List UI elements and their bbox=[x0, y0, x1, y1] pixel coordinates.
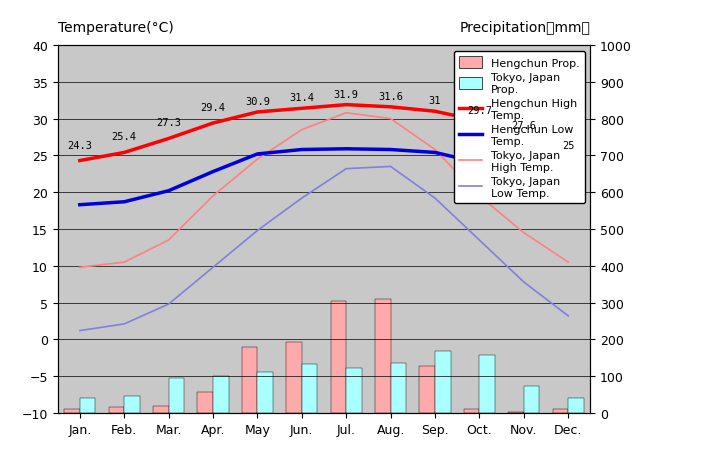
Text: Temperature(°C): Temperature(°C) bbox=[58, 21, 174, 35]
Bar bbox=[390, 364, 406, 413]
Legend: Hengchun Prop., Tokyo, Japan
Prop., Hengchun High
Temp., Hengchun Low
Temp., Tok: Hengchun Prop., Tokyo, Japan Prop., Heng… bbox=[454, 51, 585, 204]
Bar bbox=[197, 392, 213, 413]
Bar bbox=[168, 379, 184, 413]
Text: 25: 25 bbox=[562, 140, 575, 150]
Bar bbox=[464, 409, 480, 413]
Text: 29.4: 29.4 bbox=[200, 103, 225, 113]
Text: 31.6: 31.6 bbox=[378, 92, 403, 102]
Text: 29.7: 29.7 bbox=[467, 106, 492, 116]
Bar bbox=[553, 409, 568, 413]
Bar bbox=[480, 355, 495, 413]
Text: 31.4: 31.4 bbox=[289, 93, 315, 103]
Text: 25.4: 25.4 bbox=[112, 132, 137, 142]
Bar bbox=[330, 302, 346, 413]
Bar bbox=[375, 299, 390, 413]
Text: 27.3: 27.3 bbox=[156, 118, 181, 128]
Bar bbox=[213, 376, 228, 413]
Text: 30.9: 30.9 bbox=[245, 97, 270, 107]
Text: 24.3: 24.3 bbox=[67, 140, 92, 150]
Bar bbox=[346, 368, 361, 413]
Text: 27.6: 27.6 bbox=[511, 121, 536, 131]
Bar bbox=[420, 366, 435, 413]
Bar bbox=[568, 398, 584, 413]
Text: 31.9: 31.9 bbox=[333, 90, 359, 100]
Bar bbox=[80, 398, 95, 413]
Bar bbox=[523, 386, 539, 413]
Bar bbox=[64, 409, 80, 413]
Bar bbox=[302, 364, 318, 413]
Bar bbox=[109, 408, 124, 413]
Text: Precipitation（mm）: Precipitation（mm） bbox=[459, 21, 590, 35]
Bar bbox=[435, 352, 451, 413]
Bar bbox=[287, 342, 302, 413]
Bar bbox=[242, 347, 257, 413]
Bar bbox=[258, 373, 273, 413]
Text: 31: 31 bbox=[428, 96, 441, 106]
Bar bbox=[153, 406, 168, 413]
Bar bbox=[124, 397, 140, 413]
